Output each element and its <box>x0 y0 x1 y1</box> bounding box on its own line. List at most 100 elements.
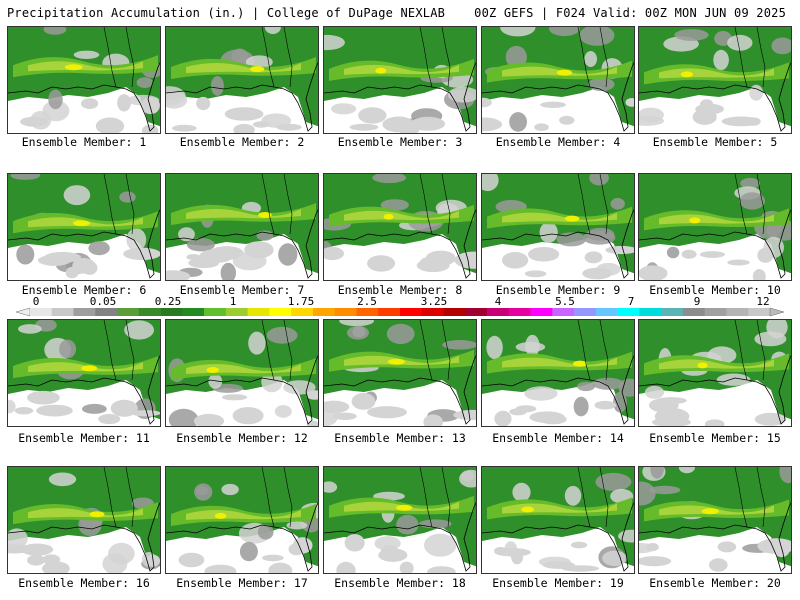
colorbar-swatch <box>465 308 488 316</box>
ensemble-member-label: Ensemble Member: 3 <box>337 135 463 149</box>
ensemble-member-label: Ensemble Member: 6 <box>21 283 147 297</box>
ensemble-member-label: Ensemble Member: 1 <box>21 135 147 149</box>
colorbar-swatch <box>182 308 205 316</box>
colorbar-swatch <box>247 308 270 316</box>
ensemble-member-map <box>638 173 792 281</box>
colorbar-swatch <box>574 308 597 316</box>
colorbar-tick-label: 5.5 <box>555 296 575 308</box>
ensemble-member-map <box>638 466 792 574</box>
colorbar-swatch <box>73 308 96 316</box>
precip-field <box>8 320 160 426</box>
ensemble-member-map <box>7 319 161 427</box>
ensemble-member-map <box>638 26 792 134</box>
precip-field <box>639 27 791 133</box>
ensemble-member-map <box>481 26 635 134</box>
ensemble-member-map <box>165 466 319 574</box>
colorbar-swatch <box>726 308 749 316</box>
precip-field <box>482 320 634 426</box>
ensemble-member-map <box>7 26 161 134</box>
colorbar-tick-label: 0 <box>33 296 40 308</box>
ensemble-member-map <box>481 173 635 281</box>
colorbar-swatch <box>95 308 118 316</box>
colorbar-tick-label: 2.5 <box>357 296 377 308</box>
precip-field <box>324 320 476 426</box>
precip-field <box>166 320 318 426</box>
ensemble-member-label: Ensemble Member: 12 <box>176 431 308 445</box>
ensemble-member-label: Ensemble Member: 7 <box>179 283 305 297</box>
ensemble-member-label: Ensemble Member: 13 <box>334 431 466 445</box>
ensemble-member-map <box>481 319 635 427</box>
ensemble-member-label: Ensemble Member: 8 <box>337 283 463 297</box>
colorbar-swatch <box>443 308 466 316</box>
ensemble-member-label: Ensemble Member: 16 <box>18 576 150 590</box>
precip-field <box>324 174 476 280</box>
colorbar-max-arrow <box>769 307 785 317</box>
ensemble-member-label: Ensemble Member: 5 <box>652 135 778 149</box>
precip-field <box>166 467 318 573</box>
colorbar-swatch <box>595 308 618 316</box>
colorbar-swatch <box>160 308 183 316</box>
colorbar-swatch <box>552 308 575 316</box>
colorbar-tick-label: 7 <box>628 296 635 308</box>
colorbar-swatch <box>682 308 705 316</box>
ensemble-member-label: Ensemble Member: 9 <box>495 283 621 297</box>
colorbar-swatch <box>291 308 314 316</box>
colorbar-swatch <box>378 308 401 316</box>
colorbar-swatch <box>204 308 227 316</box>
ensemble-member-label: Ensemble Member: 14 <box>492 431 624 445</box>
colorbar-min-arrow <box>15 307 31 317</box>
ensemble-member-label: Ensemble Member: 11 <box>18 431 150 445</box>
colorbar-swatch <box>30 308 53 316</box>
ensemble-member-map <box>7 173 161 281</box>
ensemble-member-map <box>323 173 477 281</box>
ensemble-member-label: Ensemble Member: 4 <box>495 135 621 149</box>
precip-field <box>166 27 318 133</box>
colorbar-tick-label: 1 <box>230 296 237 308</box>
ensemble-member-map <box>323 466 477 574</box>
ensemble-member-label: Ensemble Member: 15 <box>649 431 781 445</box>
colorbar-swatch <box>487 308 510 316</box>
colorbar-swatch <box>421 308 444 316</box>
colorbar-swatch <box>508 308 531 316</box>
precip-field <box>8 27 160 133</box>
ensemble-member-label: Ensemble Member: 18 <box>334 576 466 590</box>
precip-field <box>324 27 476 133</box>
ensemble-member-map <box>165 173 319 281</box>
colorbar-swatch <box>312 308 335 316</box>
precip-field <box>8 467 160 573</box>
colorbar-swatch <box>617 308 640 316</box>
ensemble-member-label: Ensemble Member: 19 <box>492 576 624 590</box>
colorbar-tick-label: 0.05 <box>90 296 117 308</box>
colorbar-swatch <box>334 308 357 316</box>
ensemble-member-map <box>323 319 477 427</box>
ensemble-member-map <box>323 26 477 134</box>
colorbar-tick-label: 3.25 <box>421 296 448 308</box>
ensemble-member-label: Ensemble Member: 20 <box>649 576 781 590</box>
colorbar-swatch <box>138 308 161 316</box>
colorbar-swatch <box>639 308 662 316</box>
colorbar-swatch <box>661 308 684 316</box>
colorbar-swatch <box>51 308 74 316</box>
precip-field <box>8 174 160 280</box>
colorbar-swatch <box>117 308 140 316</box>
ensemble-member-map <box>165 319 319 427</box>
colorbar-tick-label: 4 <box>495 296 502 308</box>
precip-field <box>166 174 318 280</box>
colorbar-swatch <box>748 308 771 316</box>
colorbar-swatch <box>225 308 248 316</box>
colorbar-swatch <box>400 308 423 316</box>
precip-field <box>639 467 791 573</box>
precip-field <box>482 174 634 280</box>
precip-field <box>482 467 634 573</box>
ensemble-member-map <box>7 466 161 574</box>
ensemble-member-label: Ensemble Member: 17 <box>176 576 308 590</box>
ensemble-member-map <box>481 466 635 574</box>
colorbar-swatch <box>356 308 379 316</box>
ensemble-member-label: Ensemble Member: 2 <box>179 135 305 149</box>
precip-field <box>324 467 476 573</box>
colorbar-swatch <box>704 308 727 316</box>
run-info: 00Z GEFS | F024 Valid: 00Z MON JUN 09 20… <box>474 6 786 20</box>
ensemble-member-map <box>638 319 792 427</box>
precip-field <box>482 27 634 133</box>
ensemble-member-label: Ensemble Member: 10 <box>649 283 781 297</box>
